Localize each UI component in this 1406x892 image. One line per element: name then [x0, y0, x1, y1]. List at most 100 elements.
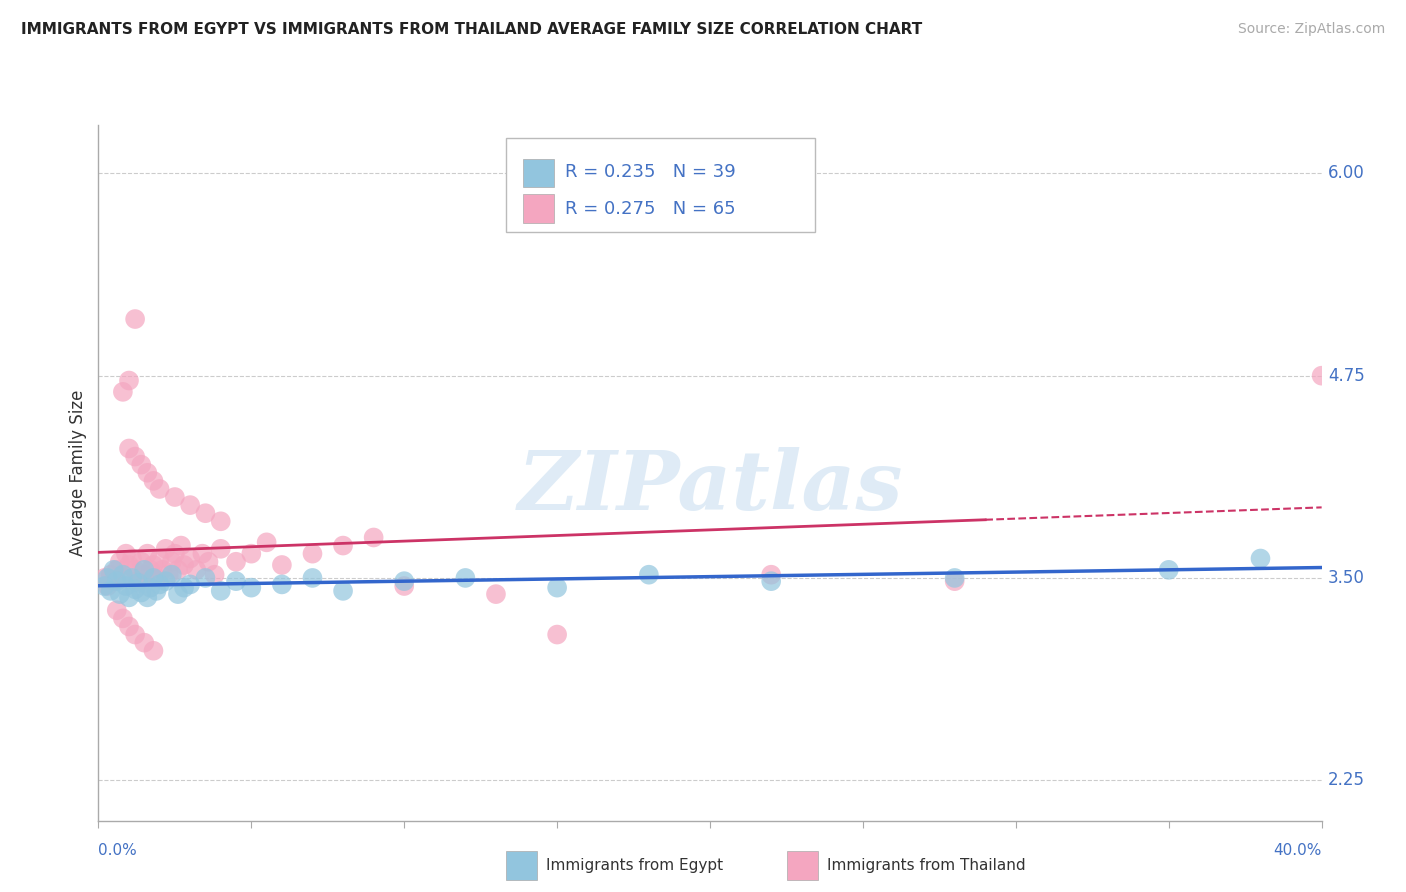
- Text: 0.0%: 0.0%: [98, 843, 138, 858]
- Point: [209, 514, 232, 528]
- Point: [115, 579, 138, 593]
- Point: [332, 539, 354, 553]
- Text: 40.0%: 40.0%: [1274, 843, 1322, 858]
- Point: [136, 466, 159, 480]
- Point: [105, 574, 128, 589]
- Point: [124, 582, 146, 597]
- Point: [139, 563, 162, 577]
- Point: [115, 547, 138, 561]
- Point: [103, 563, 125, 577]
- Point: [170, 539, 193, 553]
- Point: [139, 581, 162, 595]
- Point: [118, 442, 141, 456]
- Point: [157, 567, 180, 582]
- Point: [155, 541, 177, 556]
- Point: [142, 474, 165, 488]
- Text: IMMIGRANTS FROM EGYPT VS IMMIGRANTS FROM THAILAND AVERAGE FAMILY SIZE CORRELATIO: IMMIGRANTS FROM EGYPT VS IMMIGRANTS FROM…: [21, 22, 922, 37]
- Point: [149, 577, 172, 591]
- Point: [179, 551, 201, 566]
- Point: [118, 374, 141, 388]
- Point: [118, 619, 141, 633]
- Point: [152, 563, 174, 577]
- Point: [124, 312, 146, 326]
- Point: [173, 558, 195, 572]
- Point: [225, 574, 247, 589]
- Point: [209, 541, 232, 556]
- Point: [149, 551, 172, 566]
- Y-axis label: Average Family Size: Average Family Size: [69, 390, 87, 556]
- Point: [270, 577, 292, 591]
- Point: [121, 551, 143, 566]
- Point: [163, 547, 186, 561]
- Text: R = 0.275   N = 65: R = 0.275 N = 65: [565, 200, 735, 218]
- Point: [1310, 368, 1333, 383]
- Text: 2.25: 2.25: [1327, 772, 1365, 789]
- Text: Immigrants from Egypt: Immigrants from Egypt: [546, 858, 723, 872]
- Point: [163, 490, 186, 504]
- Text: ZIPatlas: ZIPatlas: [517, 447, 903, 526]
- Point: [167, 587, 190, 601]
- Point: [943, 574, 966, 589]
- Point: [93, 579, 115, 593]
- Point: [118, 558, 141, 572]
- Point: [108, 555, 131, 569]
- Point: [124, 563, 146, 577]
- Point: [127, 575, 149, 590]
- Point: [546, 581, 568, 595]
- Point: [194, 571, 217, 585]
- Point: [167, 563, 190, 577]
- Point: [256, 535, 278, 549]
- Point: [240, 581, 263, 595]
- Point: [118, 591, 141, 605]
- Point: [134, 635, 156, 649]
- Point: [100, 567, 122, 582]
- Point: [105, 563, 128, 577]
- Text: 3.50: 3.50: [1327, 569, 1365, 587]
- Point: [129, 585, 152, 599]
- Point: [546, 627, 568, 641]
- Point: [111, 611, 134, 625]
- Point: [485, 587, 508, 601]
- Point: [943, 571, 966, 585]
- Point: [134, 567, 156, 582]
- Point: [637, 567, 661, 582]
- Point: [155, 574, 177, 589]
- Point: [363, 531, 385, 545]
- Point: [160, 567, 183, 582]
- Point: [103, 574, 125, 589]
- Point: [301, 571, 323, 585]
- Point: [149, 482, 172, 496]
- Point: [100, 583, 122, 598]
- Text: R = 0.235   N = 39: R = 0.235 N = 39: [565, 163, 735, 181]
- Point: [111, 384, 134, 399]
- Point: [142, 558, 165, 572]
- Point: [225, 555, 247, 569]
- Point: [179, 577, 201, 591]
- Point: [124, 627, 146, 641]
- Text: Immigrants from Thailand: Immigrants from Thailand: [827, 858, 1025, 872]
- Point: [191, 547, 214, 561]
- Point: [142, 644, 165, 658]
- Point: [129, 555, 152, 569]
- Point: [111, 571, 134, 585]
- Point: [134, 563, 156, 577]
- Point: [186, 563, 208, 577]
- Point: [1249, 551, 1271, 566]
- Point: [111, 567, 134, 582]
- Text: 6.00: 6.00: [1327, 164, 1364, 183]
- Point: [194, 506, 217, 520]
- Point: [97, 579, 120, 593]
- Point: [209, 583, 232, 598]
- Point: [127, 574, 149, 589]
- Text: Source: ZipAtlas.com: Source: ZipAtlas.com: [1237, 22, 1385, 37]
- Point: [759, 567, 782, 582]
- Point: [197, 555, 219, 569]
- Point: [136, 591, 159, 605]
- Point: [108, 587, 131, 601]
- Point: [136, 547, 159, 561]
- Point: [240, 547, 263, 561]
- Point: [1157, 563, 1180, 577]
- Point: [93, 571, 115, 585]
- Point: [301, 547, 323, 561]
- Point: [121, 571, 143, 585]
